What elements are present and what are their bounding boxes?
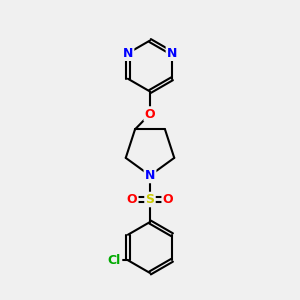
Text: O: O [163,193,173,206]
Text: O: O [127,193,137,206]
Text: N: N [123,47,133,60]
Text: N: N [145,169,155,182]
Text: S: S [146,193,154,206]
Text: O: O [145,107,155,121]
Text: N: N [167,47,177,60]
Text: Cl: Cl [108,254,121,267]
